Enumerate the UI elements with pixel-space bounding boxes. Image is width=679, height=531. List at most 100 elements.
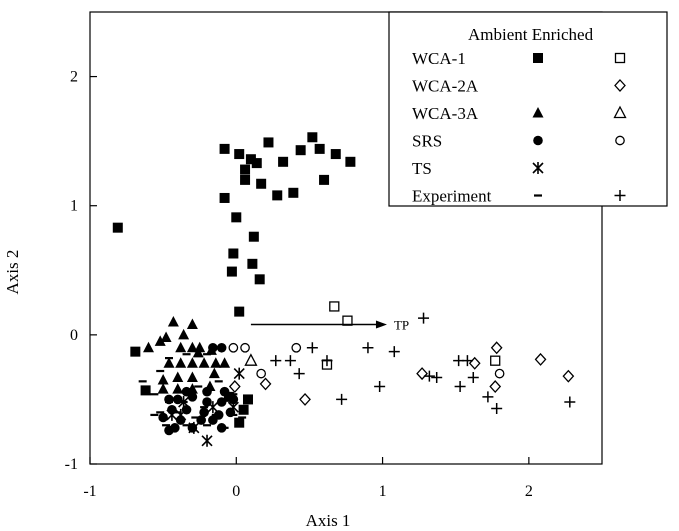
data-point-filled-triangle [175,357,187,368]
data-point-asterisk [227,401,239,414]
tp-label: TP [394,318,409,333]
legend-marker-enriched [615,135,625,146]
legend-row: WCA-3A [412,104,627,123]
data-point-filled-triangle [186,357,198,368]
x-axis-label: Axis 1 [306,511,351,530]
data-points [112,132,576,447]
series-plus [270,312,576,414]
legend-label: WCA-1 [412,49,466,68]
x-tick-label: 0 [232,483,240,500]
legend-marker-ambient [532,107,544,118]
data-point-filled-square [278,156,289,167]
legend-marker-ambient [532,162,544,174]
series-dash [138,353,247,429]
legend-label: TS [412,159,432,178]
series-open-diamond [228,341,575,406]
data-point-open-diamond [562,369,575,383]
data-point-plus [564,396,576,408]
data-point-filled-circle [199,407,209,418]
data-point-open-diamond [259,377,272,391]
data-point-filled-square [319,174,330,185]
data-point-plus [491,402,503,414]
axis-ticks: -1 0 1 2 -1 0 1 2 [65,69,533,500]
y-tick-label: 1 [70,198,78,215]
data-point-filled-square [219,192,230,203]
data-point-filled-square [228,248,239,259]
legend-label: WCA-3A [412,104,479,123]
data-point-plus [454,381,466,393]
y-tick-label: 2 [70,69,78,86]
data-point-filled-square [263,137,274,148]
data-point-filled-triangle [167,315,179,327]
data-point-filled-square [219,143,230,154]
data-point-filled-square [234,306,245,317]
data-point-filled-square [231,212,242,223]
data-point-filled-circle [202,386,212,397]
y-tick-label: 0 [70,327,78,344]
legend-row: SRS [412,132,625,151]
data-point-filled-triangle [208,367,220,379]
data-point-filled-square [288,187,299,198]
plot-frame [89,11,603,465]
data-point-open-circle [494,368,505,379]
legend-label: Experiment [412,187,492,206]
data-point-filled-square [240,164,251,175]
data-point-filled-square [307,132,318,143]
data-point-filled-circle [158,412,168,423]
data-point-plus [284,355,296,367]
legend-marker-ambient [533,53,543,63]
data-point-plus [418,312,430,324]
data-point-filled-square [345,156,356,167]
data-point-open-square [490,355,501,366]
data-point-filled-circle [219,386,230,397]
data-point-open-square [329,301,340,312]
data-point-filled-triangle [154,335,166,346]
tp-arrow-head [375,320,387,329]
data-point-filled-square [240,174,251,185]
data-point-open-diamond [228,380,241,393]
legend-marker-enriched [613,105,627,119]
legend-label: WCA-2A [412,77,479,96]
data-point-filled-triangle [175,341,187,353]
data-point-filled-square [245,154,256,165]
legend-marker-enriched [614,52,626,64]
legend-header: Ambient Enriched [468,25,594,44]
data-point-open-diamond [489,380,502,393]
series-open-triangle [244,353,258,366]
data-point-plus [321,355,333,367]
data-point-asterisk [201,434,213,447]
data-point-filled-triangle [172,371,184,382]
data-point-filled-square [234,149,245,160]
data-point-filled-square [226,266,237,277]
data-point-filled-square [254,274,265,285]
data-point-filled-circle [208,342,218,353]
data-point-filled-square [130,346,141,357]
data-point-plus [467,371,479,383]
data-point-open-circle [240,342,250,353]
x-tick-label: 1 [379,483,387,500]
y-tick-label: -1 [65,456,78,473]
data-point-filled-triangle [172,383,184,394]
data-point-filled-circle [181,386,192,397]
data-point-plus [431,371,443,383]
data-point-plus [461,355,473,367]
data-point-filled-square [234,417,245,428]
data-point-open-diamond [534,352,547,366]
data-point-plus [423,370,435,382]
data-point-plus [293,368,305,380]
data-point-filled-square [247,258,258,269]
legend-row: Experiment [412,187,626,206]
data-point-filled-triangle [198,357,210,368]
data-point-filled-triangle [143,341,155,353]
x-tick-label: -1 [83,483,96,500]
data-point-open-diamond [490,341,503,355]
data-point-filled-circle [164,425,174,436]
series-filled-square [112,132,356,428]
data-point-filled-triangle [186,318,198,330]
data-point-filled-square [272,190,283,201]
data-point-filled-triangle [157,383,169,394]
data-point-plus [336,393,348,405]
data-point-asterisk [233,367,245,380]
data-point-plus [306,342,318,354]
